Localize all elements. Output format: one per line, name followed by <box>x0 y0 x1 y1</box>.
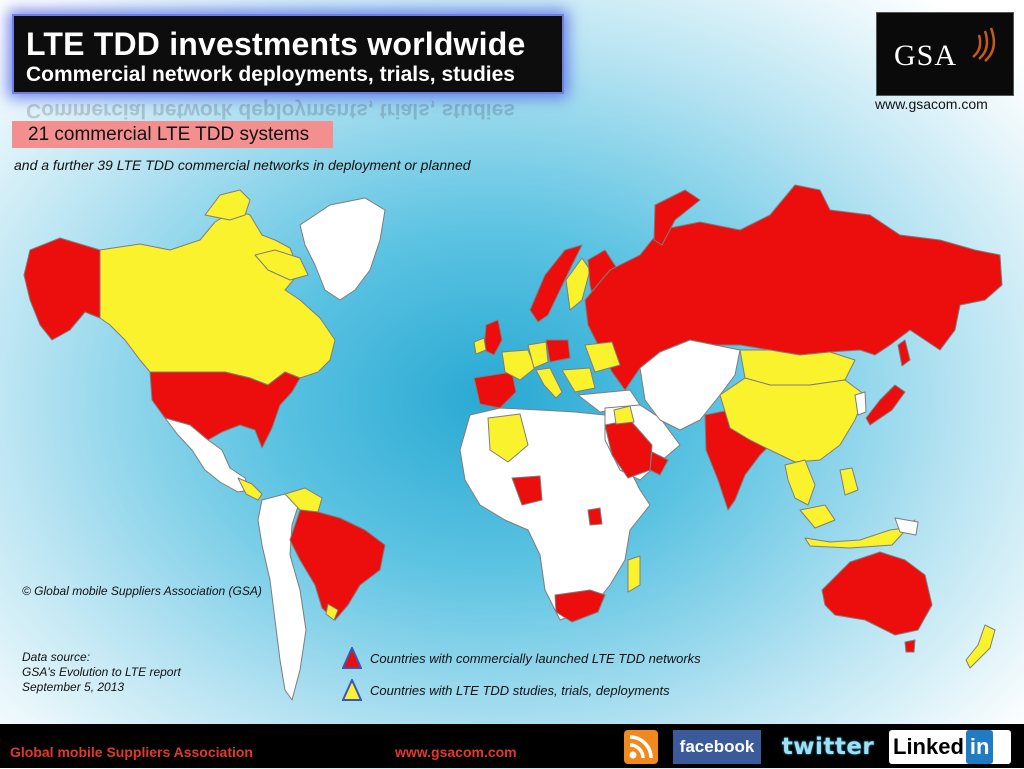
copyright-notice: © Global mobile Suppliers Association (G… <box>22 584 262 598</box>
map-japan <box>865 384 906 426</box>
title-reflection: Commercial network deployments, trials, … <box>26 99 515 122</box>
map-madagascar-yellow <box>627 555 641 593</box>
title-box: LTE TDD investments worldwide Commercial… <box>12 14 564 94</box>
map-poland <box>545 339 571 363</box>
data-source-report: GSA's Evolution to LTE report <box>22 665 181 679</box>
map-hokkaido <box>897 339 911 367</box>
map-australia <box>821 551 933 636</box>
rss-icon[interactable] <box>624 730 658 764</box>
map-novaya-zemlya <box>653 189 701 246</box>
map-oman <box>649 451 669 476</box>
map-central-america-yellow <box>237 477 263 501</box>
linkedin-in: in <box>965 730 994 764</box>
map-tasmania <box>904 639 916 653</box>
footer-website-link[interactable]: www.gsacom.com <box>395 744 517 760</box>
gsa-website-link[interactable]: www.gsacom.com <box>875 96 988 112</box>
data-source-label: Data source: <box>22 650 91 664</box>
map-usa <box>149 371 301 449</box>
map-france-yellow <box>501 349 536 381</box>
legend-trials: Countries with LTE TDD studies, trials, … <box>342 679 670 701</box>
yellow-triangle-icon <box>342 679 362 701</box>
legend-trials-label: Countries with LTE TDD studies, trials, … <box>370 682 670 698</box>
map-mongolia-yellow <box>739 349 856 386</box>
footer-organization: Global mobile Suppliers Association <box>10 744 253 760</box>
map-philippines-yellow <box>839 467 859 496</box>
map-canada-islands <box>204 189 309 281</box>
map-china-yellow <box>719 377 866 463</box>
linkedin-text: Linked <box>893 734 964 759</box>
legend-launched: Countries with commercially launched LTE… <box>342 647 701 669</box>
map-uk <box>483 319 503 356</box>
map-germany-yellow <box>527 341 549 369</box>
linkedin-icon[interactable]: Linked in <box>889 730 1011 764</box>
facebook-icon[interactable]: facebook <box>673 730 761 764</box>
map-canada <box>99 209 336 386</box>
map-central-asia <box>639 339 741 431</box>
gsa-logo[interactable]: GSA <box>876 12 1014 96</box>
page-title: LTE TDD investments worldwide <box>26 26 526 62</box>
footer-bar: Global mobile Suppliers Association www.… <box>0 724 1024 768</box>
map-malaysia-yellow <box>799 504 836 529</box>
map-sweden-yellow <box>565 257 591 311</box>
map-south-africa <box>554 589 606 623</box>
map-ukraine-yellow <box>584 341 621 373</box>
map-nigeria <box>511 475 543 506</box>
commercial-systems-badge: 21 commercial LTE TDD systems <box>12 121 333 148</box>
map-brazil <box>289 509 386 621</box>
map-spain <box>473 371 517 409</box>
map-greenland <box>299 197 386 301</box>
legend-launched-label: Countries with commercially launched LTE… <box>370 650 701 666</box>
map-venezuela-yellow <box>284 487 323 513</box>
map-se-asia-yellow <box>784 459 816 506</box>
map-new-zealand-yellow <box>965 624 996 669</box>
map-ireland-yellow <box>473 337 487 355</box>
map-algeria-yellow <box>487 413 529 463</box>
map-balkans-yellow <box>561 367 596 393</box>
further-networks-note: and a further 39 LTE TDD commercial netw… <box>14 157 471 173</box>
map-alaska <box>23 237 101 341</box>
map-korea <box>854 391 867 416</box>
map-middle-east-yellow <box>613 405 635 425</box>
data-source-note: Data source: GSA's Evolution to LTE repo… <box>22 650 181 695</box>
map-png <box>894 517 919 536</box>
map-uganda <box>587 507 603 526</box>
map-uruguay-yellow <box>325 603 339 621</box>
red-triangle-icon <box>342 647 362 669</box>
map-italy-yellow <box>535 367 563 399</box>
gsa-logo-text: GSA <box>894 39 958 72</box>
data-source-date: September 5, 2013 <box>22 680 125 694</box>
map-norway <box>529 244 583 323</box>
signal-waves-icon <box>972 27 996 62</box>
twitter-icon[interactable]: twitter <box>781 734 875 760</box>
map-south-america-west <box>257 493 307 701</box>
page-subtitle: Commercial network deployments, trials, … <box>26 63 515 86</box>
